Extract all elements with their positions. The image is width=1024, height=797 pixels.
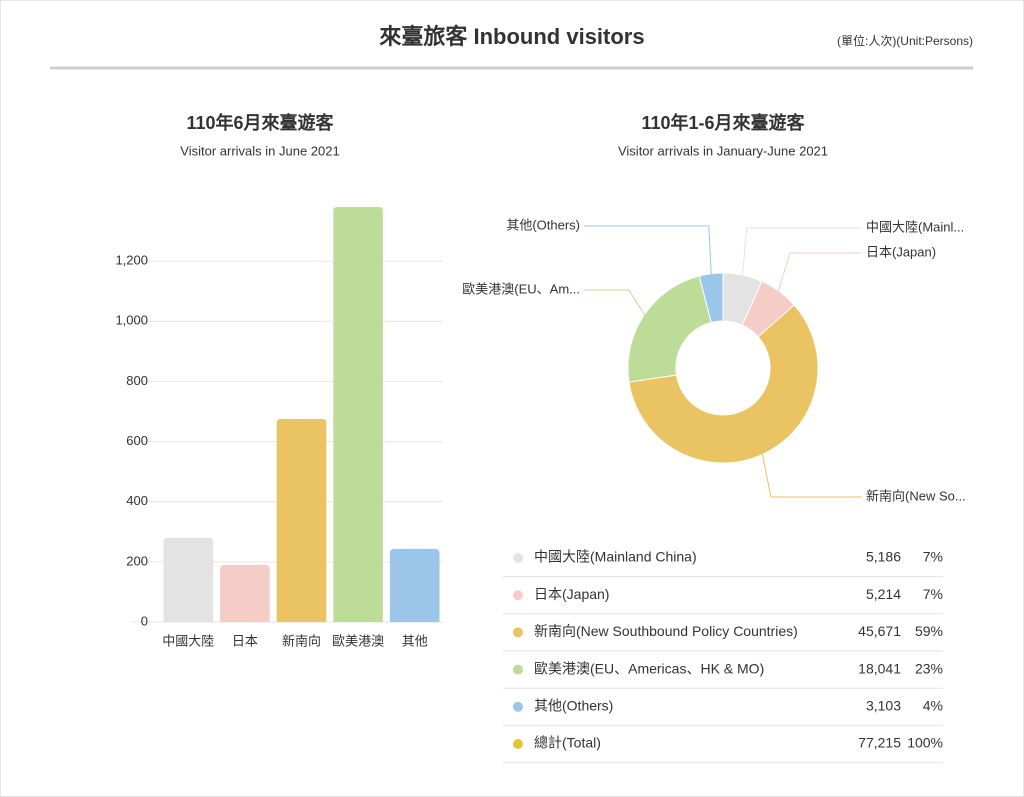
legend-dot xyxy=(513,590,523,601)
legend-dot xyxy=(513,739,523,749)
bar-title: 110年6月來臺遊客 xyxy=(186,112,334,133)
donut-slice xyxy=(628,304,819,464)
y-tick-label: 800 xyxy=(126,373,148,388)
leader-line xyxy=(584,225,712,277)
bar xyxy=(276,419,327,622)
row-percent: 7% xyxy=(923,586,943,602)
row-percent: 59% xyxy=(915,623,943,639)
leader-line xyxy=(777,252,862,295)
y-tick-label: 1,200 xyxy=(115,253,148,268)
x-tick-label: 中國大陸 xyxy=(162,633,214,648)
bar xyxy=(163,537,214,622)
row-percent: 23% xyxy=(915,660,943,676)
x-tick-label: 日本 xyxy=(232,633,258,648)
row-name: 總計(Total) xyxy=(534,735,601,751)
slice-label: 歐美港澳(EU、Am... xyxy=(462,281,580,296)
slice-label: 新南向(New So... xyxy=(866,488,966,503)
x-tick-label: 歐美港澳 xyxy=(332,633,384,648)
page-title: 來臺旅客 Inbound visitors xyxy=(379,24,644,49)
row-name: 新南向(New Southbound Policy Countries) xyxy=(534,623,798,639)
x-tick-label: 新南向 xyxy=(282,633,321,648)
row-count: 5,186 xyxy=(866,549,901,565)
bar xyxy=(389,548,440,622)
y-tick-label: 400 xyxy=(126,493,148,508)
row-count: 77,215 xyxy=(858,735,901,751)
row-count: 18,041 xyxy=(858,660,901,676)
row-count: 3,103 xyxy=(866,698,901,714)
bar-subtitle: Visitor arrivals in June 2021 xyxy=(180,143,339,158)
pie-subtitle: Visitor arrivals in January-June 2021 xyxy=(618,143,828,158)
slice-label: 日本(Japan) xyxy=(866,244,936,259)
slice-label: 中國大陸(Mainl... xyxy=(866,219,964,234)
row-percent: 4% xyxy=(923,698,943,714)
unit-note: (單位:人次)(Unit:Persons) xyxy=(837,33,973,48)
legend-dot xyxy=(513,664,523,675)
y-tick-label: 0 xyxy=(141,613,148,628)
donut-slice xyxy=(627,275,712,383)
row-count: 45,671 xyxy=(858,623,901,639)
row-name: 歐美港澳(EU、Americas、HK & MO) xyxy=(534,660,764,676)
legend-dot xyxy=(513,627,523,638)
leader-line xyxy=(584,289,647,318)
donut-slice xyxy=(698,272,724,324)
x-tick-label: 其他 xyxy=(402,633,428,648)
row-count: 5,214 xyxy=(866,586,901,602)
legend-dot xyxy=(513,701,523,712)
row-percent: 7% xyxy=(923,549,943,565)
pie-title: 110年1-6月來臺遊客 xyxy=(641,112,805,133)
slice-label: 其他(Others) xyxy=(506,217,580,232)
row-name: 中國大陸(Mainland China) xyxy=(534,549,697,565)
row-name: 日本(Japan) xyxy=(534,586,609,602)
bar xyxy=(333,207,383,622)
row-name: 其他(Others) xyxy=(534,698,613,714)
row-percent: 100% xyxy=(907,735,943,751)
bar xyxy=(220,564,270,622)
leader-line xyxy=(761,451,862,498)
y-tick-label: 200 xyxy=(126,553,148,568)
y-tick-label: 1,000 xyxy=(115,313,148,328)
leader-line xyxy=(741,227,862,279)
y-tick-label: 600 xyxy=(126,433,148,448)
legend-dot xyxy=(513,553,523,563)
